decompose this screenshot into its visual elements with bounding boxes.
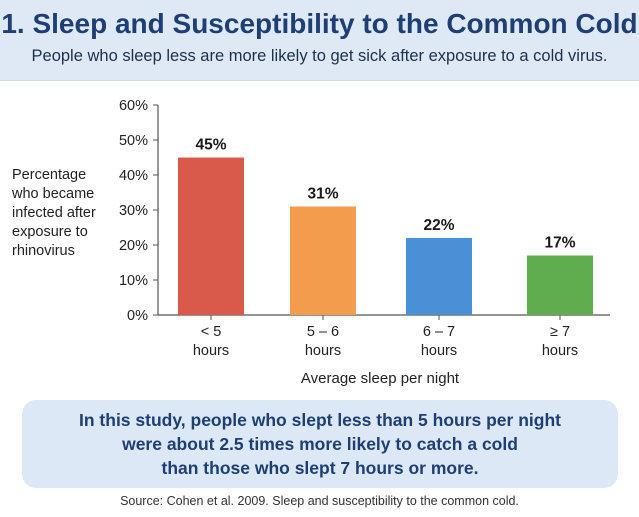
x-tick-label: 6 – 7 (423, 324, 455, 340)
bar (178, 157, 244, 315)
y-axis-label-line: who became (12, 186, 95, 202)
x-tick-label: hours (193, 343, 229, 359)
y-axis-label-line: exposure to (12, 224, 88, 240)
y-tick-label: 20% (119, 238, 148, 254)
callout-line: than those who slept 7 hours or more. (161, 458, 479, 478)
y-axis-label-line: rhinovirus (12, 243, 75, 259)
bar (290, 206, 356, 315)
header-banner: 1. Sleep and Susceptibility to the Commo… (0, 0, 639, 81)
x-tick-label: hours (305, 343, 341, 359)
callout-box: In this study, people who slept less tha… (22, 400, 618, 488)
y-axis-label-line: Percentage (12, 167, 87, 183)
x-tick-label: ≥ 7 (550, 324, 570, 340)
y-tick-label: 40% (119, 168, 148, 184)
y-tick-label: 50% (119, 133, 148, 149)
page-subtitle: People who sleep less are more likely to… (31, 47, 608, 65)
bar (527, 255, 593, 315)
y-tick-label: 0% (127, 308, 148, 324)
source-note: Source: Cohen et al. 2009. Sleep and sus… (120, 494, 519, 508)
bar-chart: 0% 10% 20% 30% 40% 50% 60% 45% < 5 hours 31% 5 – 6 h… (119, 98, 610, 387)
y-tick-label: 30% (119, 203, 148, 219)
data-label: 17% (544, 235, 575, 252)
data-label: 22% (423, 217, 454, 234)
x-tick-label: 5 – 6 (307, 324, 339, 340)
page-title: 1. Sleep and Susceptibility to the Commo… (1, 8, 638, 39)
x-tick-label: hours (542, 343, 578, 359)
data-label: 45% (195, 137, 226, 154)
y-axis-label: Percentage who became infected after exp… (12, 166, 112, 261)
data-label: 31% (307, 186, 338, 203)
x-tick-label: < 5 (201, 324, 222, 340)
callout-line: In this study, people who slept less tha… (79, 410, 561, 430)
x-axis-label: Average sleep per night (301, 370, 460, 387)
callout-line: were about 2.5 times more likely to catc… (122, 434, 518, 454)
bar (406, 238, 472, 315)
x-tick-label: hours (421, 343, 457, 359)
y-axis-label-line: infected after (12, 205, 96, 221)
y-tick-label: 60% (119, 98, 148, 114)
y-tick-label: 10% (119, 273, 148, 289)
